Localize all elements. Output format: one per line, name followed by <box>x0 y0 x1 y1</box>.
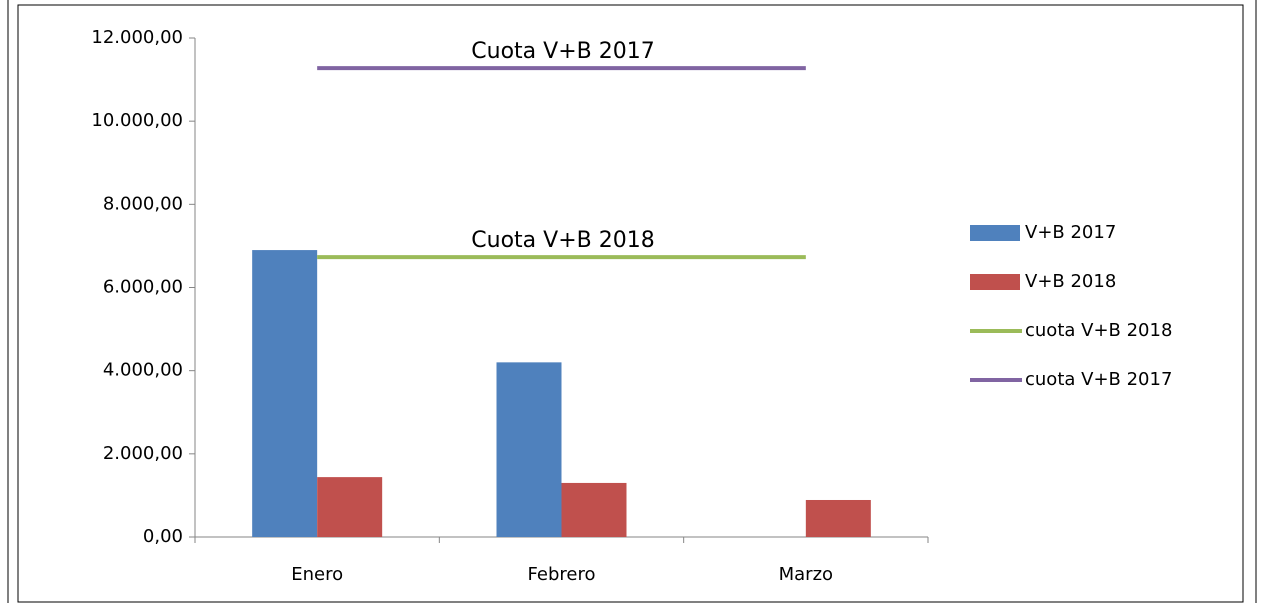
x-tick-label: Febrero <box>528 564 596 585</box>
bar <box>252 250 318 537</box>
y-tick-label: 8.000,00 <box>103 193 183 214</box>
legend-label: cuota V+B 2018 <box>1025 320 1172 341</box>
x-tick-label: Marzo <box>779 564 833 585</box>
bar <box>317 477 383 537</box>
legend-swatch <box>970 225 1020 241</box>
chart-frame <box>17 4 1244 603</box>
legend-label: cuota V+B 2017 <box>1025 369 1172 390</box>
y-tick-label: 6.000,00 <box>103 277 183 298</box>
bar <box>496 362 562 537</box>
y-tick-label: 4.000,00 <box>103 360 183 381</box>
y-tick-label: 2.000,00 <box>103 443 183 464</box>
legend-label: V+B 2018 <box>1025 271 1116 292</box>
annotation: Cuota V+B 2018 <box>471 228 654 253</box>
y-tick-label: 0,00 <box>143 526 183 547</box>
legend-swatch <box>970 274 1020 290</box>
x-tick-label: Enero <box>291 564 343 585</box>
legend-label: V+B 2017 <box>1025 222 1116 243</box>
y-tick-label: 12.000,00 <box>91 27 183 48</box>
annotation: Cuota V+B 2017 <box>471 39 654 64</box>
bar <box>561 482 627 537</box>
y-tick-label: 10.000,00 <box>91 110 183 131</box>
bar <box>805 499 871 537</box>
